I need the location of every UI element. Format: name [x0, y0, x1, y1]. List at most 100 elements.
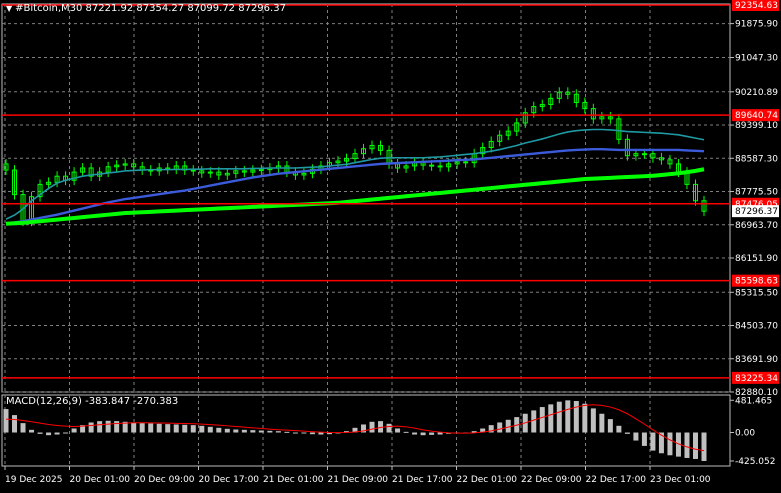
- macd-histogram-bar: [3, 409, 9, 433]
- candle-body: [190, 169, 196, 172]
- candle-body: [369, 144, 375, 150]
- main-panel-frame: [1, 3, 731, 393]
- macd-panel-frame: [1, 394, 731, 467]
- macd-histogram-bar: [114, 421, 120, 433]
- candle-body: [701, 200, 707, 212]
- macd-histogram-bar: [488, 425, 494, 433]
- macd-histogram-bar: [352, 427, 358, 433]
- macd-histogram-bar: [480, 428, 486, 433]
- time-axis-label: 22 Dec 17:00: [586, 475, 647, 485]
- candle-body: [641, 153, 647, 156]
- price-level-label: 85598.63: [735, 277, 778, 287]
- collapse-triangle-icon[interactable]: ▼: [6, 4, 13, 13]
- candle-body: [539, 104, 545, 108]
- current-price-tag: [732, 205, 779, 218]
- candle-body: [582, 101, 588, 110]
- macd-histogram-bar: [624, 432, 630, 434]
- candle-body: [71, 171, 77, 181]
- candle-series: [3, 87, 707, 227]
- candle-body: [446, 163, 452, 168]
- candle-body: [616, 118, 622, 140]
- candle-body: [505, 130, 511, 136]
- macd-histogram-bar: [207, 426, 213, 433]
- price-axis-label: 89399.10: [735, 121, 778, 131]
- candle-body: [88, 167, 94, 177]
- macd-histogram-bar: [258, 430, 264, 433]
- macd-histogram-bar: [80, 425, 86, 433]
- macd-histogram-bar: [599, 413, 605, 433]
- macd-histogram: [3, 400, 707, 461]
- candle-body: [216, 171, 222, 176]
- macd-histogram-bar: [131, 422, 137, 433]
- macd-histogram-bar: [590, 408, 596, 433]
- macd-histogram-bar: [190, 425, 196, 433]
- price-level-label: 89640.74: [735, 111, 778, 121]
- candle-body: [624, 138, 630, 157]
- candle-body: [480, 147, 486, 155]
- macd-histogram-bar: [582, 403, 588, 433]
- price-level-tag: [732, 274, 779, 287]
- candle-body: [650, 153, 656, 159]
- candle-body: [548, 97, 554, 106]
- macd-histogram-bar: [20, 423, 26, 433]
- candle-body: [37, 183, 43, 198]
- macd-title: MACD(12,26,9) -383.847 -270.383: [6, 396, 179, 407]
- time-axis-label: 19 Dec 2025: [5, 475, 63, 485]
- candle-body: [378, 144, 384, 151]
- macd-histogram-bar: [531, 410, 537, 433]
- macd-histogram-bar: [692, 432, 698, 459]
- price-axis-label: 91047.30: [735, 54, 778, 64]
- macd-histogram-bar: [29, 429, 35, 433]
- time-axis-label: 21 Dec 01:00: [263, 475, 324, 485]
- macd-axis-label: -425.052: [735, 457, 775, 467]
- candle-body: [531, 106, 537, 114]
- macd-axis-label: 0.00: [735, 429, 755, 439]
- time-axis-label: 21 Dec 09:00: [328, 475, 389, 485]
- candle-body: [692, 183, 698, 202]
- macd-histogram-bar: [369, 421, 375, 433]
- macd-histogram-bar: [429, 432, 435, 435]
- price-axis-label: 85315.50: [735, 288, 778, 298]
- candle-body: [80, 167, 86, 173]
- candle-body: [437, 165, 443, 168]
- price-axis-label: 83691.90: [735, 355, 778, 365]
- macd-histogram-bar: [88, 422, 94, 433]
- macd-histogram-bar: [54, 432, 60, 435]
- candle-body: [250, 169, 256, 173]
- candle-body: [522, 112, 528, 124]
- candle-body: [488, 140, 494, 149]
- macd-histogram-bar: [437, 432, 443, 435]
- price-level-label: 87476.05: [735, 200, 778, 210]
- macd-histogram-bar: [139, 423, 145, 433]
- candle-body: [46, 181, 52, 185]
- macd-histogram-bar: [12, 415, 18, 433]
- macd-histogram-bar: [616, 425, 622, 433]
- macd-histogram-bar: [233, 429, 239, 433]
- candle-body: [599, 116, 605, 120]
- candle-body: [590, 108, 596, 120]
- macd-histogram-bar: [37, 432, 43, 434]
- candle-body: [12, 169, 18, 196]
- candle-body: [633, 153, 639, 157]
- macd-histogram-bar: [684, 432, 690, 458]
- candle-body: [607, 116, 613, 120]
- candle-body: [258, 169, 264, 172]
- candle-body: [343, 158, 349, 162]
- ma-fast-line: [5, 128, 705, 220]
- candle-body: [463, 161, 469, 164]
- macd-histogram-bar: [46, 432, 52, 436]
- candle-body: [241, 170, 247, 173]
- candle-body: [454, 161, 460, 165]
- candle-body: [361, 148, 367, 155]
- candle-body: [565, 91, 571, 95]
- price-level-tag: [732, 371, 779, 384]
- price-level-label: 92354.63: [735, 1, 778, 11]
- macd-histogram-bar: [641, 432, 647, 446]
- candle-body: [199, 170, 205, 174]
- candle-body: [573, 93, 579, 103]
- candle-body: [105, 166, 111, 173]
- macd-histogram-bar: [420, 432, 426, 436]
- candle-body: [556, 91, 562, 99]
